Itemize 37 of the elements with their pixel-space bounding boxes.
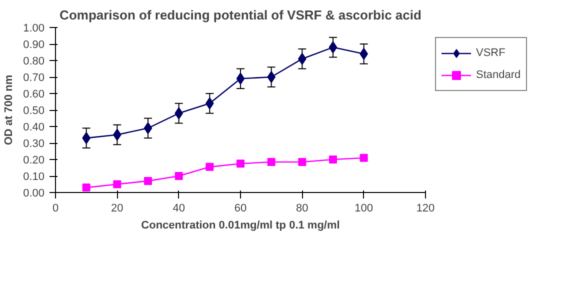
x-tick-label: 100: [354, 202, 374, 214]
point: [113, 180, 122, 188]
point: [267, 158, 276, 166]
legend-label: Standard: [476, 69, 521, 81]
point: [360, 154, 368, 162]
x-tick-label: 0: [52, 202, 59, 214]
y-axis-title: OD at 700 nm: [3, 74, 16, 146]
x-tick-label: 80: [296, 202, 308, 214]
point: [236, 160, 244, 168]
y-tick-label: 0.70: [23, 72, 45, 84]
y-tick-label: 0.90: [23, 39, 45, 51]
point: [267, 71, 276, 83]
point: [328, 41, 338, 54]
x-tick-label: 20: [111, 202, 124, 214]
y-tick-label: 1.00: [23, 22, 45, 34]
point: [236, 72, 245, 85]
x-tick-label: 60: [234, 202, 247, 214]
x-tick-label: 120: [416, 202, 435, 214]
x-axis-title: Concentration 0.01mg/ml tp 0.1 mg/ml: [141, 220, 340, 232]
y-tick-label: 0.20: [23, 154, 45, 166]
chart-title: Comparison of reducing potential of VSRF & ascorbic acid: [60, 8, 422, 22]
point: [206, 162, 214, 171]
point: [298, 158, 306, 166]
y-tick-label: 0.30: [23, 138, 45, 150]
point: [329, 156, 337, 164]
y-tick-label: 0.60: [23, 88, 45, 100]
point: [174, 172, 183, 180]
y-tick-label: 0.80: [23, 56, 45, 68]
y-tick-label: 0.00: [23, 188, 45, 200]
point: [144, 122, 152, 134]
point: [144, 176, 152, 185]
y-tick-label: 0.50: [23, 105, 45, 117]
point: [82, 184, 90, 192]
legend-label: VSRF: [476, 47, 506, 59]
x-tick-label: 40: [172, 202, 185, 214]
y-tick-label: 0.10: [23, 171, 45, 183]
y-tick-label: 0.40: [23, 122, 45, 134]
